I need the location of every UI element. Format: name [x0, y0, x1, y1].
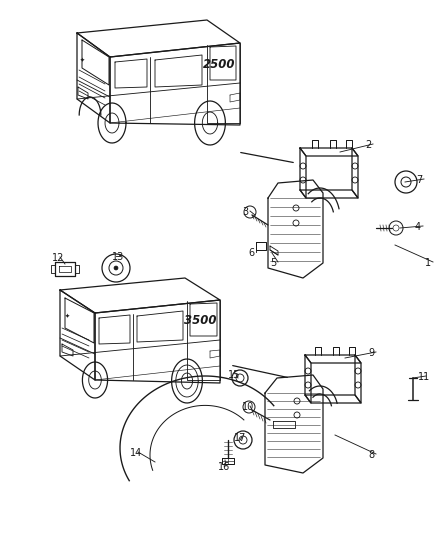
Text: 14: 14 [130, 448, 142, 458]
Text: 7: 7 [416, 175, 422, 185]
Circle shape [114, 266, 118, 270]
Text: 9: 9 [368, 348, 374, 358]
Text: 12: 12 [52, 253, 64, 263]
Text: 4: 4 [415, 222, 421, 232]
Text: 10: 10 [242, 402, 254, 412]
Text: 3500: 3500 [184, 314, 216, 327]
Text: 5: 5 [270, 258, 276, 268]
Text: 13: 13 [112, 252, 124, 262]
Text: ✦: ✦ [80, 58, 85, 62]
Text: 6: 6 [248, 248, 254, 258]
Text: 1: 1 [425, 258, 431, 268]
Text: 2: 2 [365, 140, 371, 150]
Text: 2500: 2500 [203, 59, 235, 71]
Text: 17: 17 [234, 433, 246, 443]
Text: ✦: ✦ [64, 313, 70, 319]
Text: 15: 15 [228, 370, 240, 380]
Text: 16: 16 [218, 462, 230, 472]
Text: 11: 11 [418, 372, 430, 382]
Text: 8: 8 [368, 450, 374, 460]
Text: 3: 3 [242, 207, 248, 217]
